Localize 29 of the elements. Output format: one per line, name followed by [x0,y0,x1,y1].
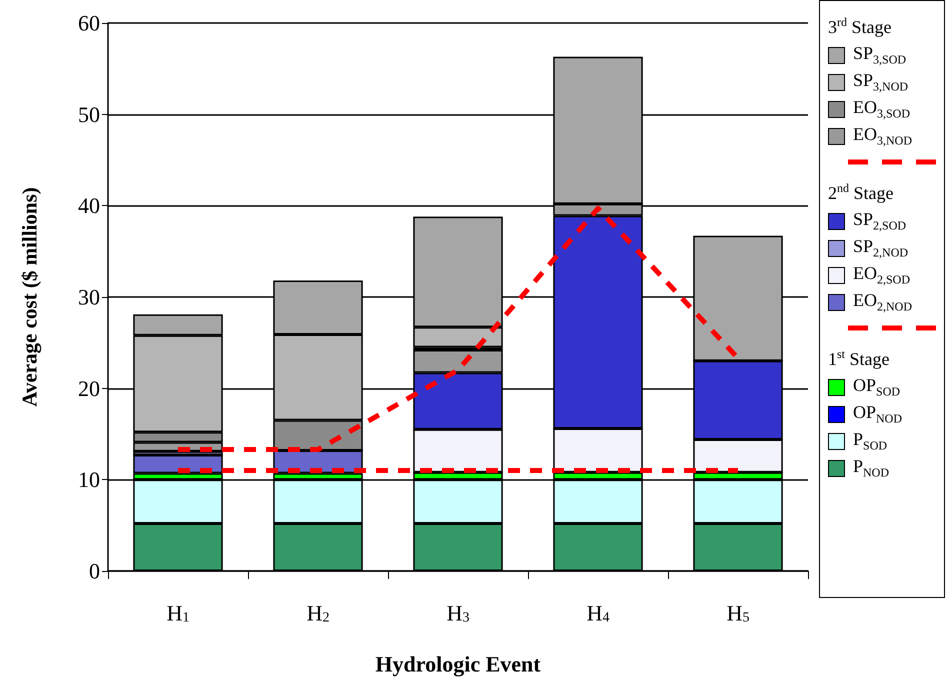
x-tick-label: H2 [306,600,330,626]
text: 2$^{nd}$ Stage [828,181,894,204]
y-tick-label: 10 [78,467,100,492]
legend-label: OP$_{SOD}$ [853,375,900,400]
y-tick-label: 0 [89,558,100,584]
y-tick-label: 30 [78,284,100,310]
legend-label: SP$_{3,NOD}$ [853,70,908,95]
legend-label: EO$_{3,SOD}$ [853,97,910,122]
y-tick-label: 40 [78,193,100,218]
legend-label: OP$_{NOD}$ [853,402,902,427]
legend-label: EO$_{3,NOD}$ [853,124,912,149]
y-tick-label: 60 [78,10,100,36]
x-tick-label: H1 [166,600,190,626]
legend-label: EO$_{2,NOD}$ [853,290,912,315]
text: 1$^{st}$ Stage [828,347,891,370]
x-tick-label: H3 [446,600,470,626]
legend-label: SP$_{2,SOD}$ [853,209,906,234]
text: 3$^{rd}$ Stage [828,15,892,38]
y-axis-title: Average cost ($ millions) [18,187,42,407]
legend-label: SP$_{2,NOD}$ [853,236,908,261]
legend-label: SP$_{3,SOD}$ [853,43,906,68]
x-tick-label: H5 [726,600,750,626]
x-tick-label: H4 [586,600,610,626]
legend-label: EO$_{2,SOD}$ [853,263,910,288]
legend-label: P$_{SOD}$ [853,429,888,454]
y-tick-label: 50 [78,102,100,127]
y-tick-label: 20 [78,376,100,401]
x-axis-title: Hydrologic Event [375,652,542,676]
legend-label: P$_{NOD}$ [853,456,890,481]
